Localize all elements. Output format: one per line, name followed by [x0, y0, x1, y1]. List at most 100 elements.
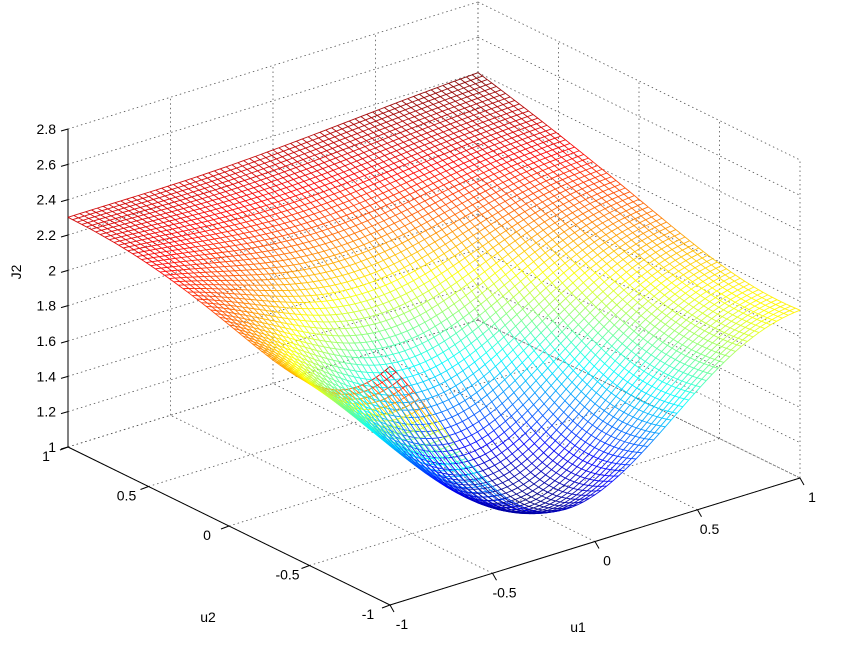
surface-mesh-line	[384, 337, 390, 339]
surface-mesh-line	[605, 470, 611, 476]
surface-mesh-line	[289, 258, 295, 259]
surface-mesh-line	[103, 205, 109, 207]
surface-mesh-line	[215, 188, 221, 190]
surface-mesh-line	[373, 216, 379, 219]
surface-mesh-line	[480, 85, 486, 87]
surface-mesh-line	[460, 389, 466, 393]
surface-mesh-line	[584, 362, 590, 369]
surface-mesh-line	[343, 305, 349, 306]
surface-mesh-line	[761, 300, 767, 303]
surface-mesh-line	[581, 298, 587, 304]
surface-mesh-line	[595, 348, 601, 355]
surface-mesh-line	[570, 475, 576, 480]
surface-mesh-line	[455, 177, 461, 180]
surface-mesh-line	[574, 202, 580, 205]
surface-mesh-line	[162, 226, 168, 227]
surface-mesh-line	[553, 169, 559, 171]
surface-mesh-line	[552, 490, 558, 494]
surface-mesh-line	[670, 260, 676, 264]
surface-mesh-line	[308, 214, 314, 216]
surface-mesh-line	[624, 361, 630, 368]
surface-mesh-line	[512, 223, 518, 227]
surface-mesh-line	[293, 264, 299, 265]
surface-mesh-line	[626, 240, 632, 244]
surface-mesh-line	[503, 291, 509, 296]
surface-mesh-line	[628, 444, 634, 451]
surface-mesh-line	[674, 362, 680, 368]
surface-mesh-line	[559, 401, 565, 408]
surface-mesh-line	[571, 217, 577, 220]
surface-mesh-line	[675, 389, 681, 396]
surface-mesh-line	[367, 299, 373, 301]
surface-mesh-line	[435, 200, 441, 203]
surface-mesh-line	[343, 236, 349, 238]
surface-mesh-line	[379, 155, 385, 157]
surface-mesh-line	[616, 431, 622, 438]
surface-mesh-line	[237, 166, 243, 168]
surface-mesh-line	[176, 236, 182, 237]
surface-mesh-line	[476, 438, 482, 441]
surface-mesh-line	[730, 323, 736, 327]
surface-mesh-line	[529, 157, 535, 159]
surface-mesh-line	[514, 246, 520, 250]
surface-mesh-line	[648, 407, 654, 414]
surface-mesh-line	[520, 468, 526, 472]
surface-mesh-line	[495, 415, 501, 420]
surface-mesh-line	[112, 230, 118, 232]
surface-mesh-line	[543, 356, 549, 362]
surface-mesh-line	[439, 126, 445, 128]
surface-mesh-line	[358, 245, 364, 247]
surface-mesh-line	[641, 213, 647, 216]
surface-mesh-line	[413, 325, 419, 328]
surface-mesh-line	[142, 218, 148, 220]
surface-mesh-line	[292, 213, 298, 215]
surface-mesh-line	[580, 442, 586, 449]
surface-mesh-line	[675, 233, 681, 236]
surface-mesh-line	[413, 374, 419, 376]
surface-mesh-line	[630, 244, 636, 248]
surface-mesh-line	[255, 154, 261, 156]
surface-mesh-line	[211, 204, 217, 206]
surface-mesh-line	[269, 244, 275, 245]
surface-mesh-line	[477, 246, 483, 250]
surface-mesh-line	[260, 158, 266, 160]
surface-mesh-line	[584, 238, 590, 242]
surface-mesh-line	[258, 217, 264, 219]
surface-mesh-line	[509, 126, 515, 128]
surface-mesh-line	[234, 223, 240, 224]
surface-mesh-line	[506, 166, 512, 169]
surface-mesh-line	[363, 156, 369, 158]
surface-mesh-line	[651, 417, 657, 424]
surface-mesh-line	[544, 304, 550, 310]
surface-mesh-line	[488, 124, 494, 126]
surface-mesh-line	[457, 141, 463, 143]
surface-mesh-line	[601, 173, 607, 175]
surface-mesh-line	[649, 227, 655, 230]
surface-mesh-line	[597, 223, 603, 226]
surface-mesh-line	[411, 220, 417, 223]
surface-mesh-line	[660, 393, 666, 400]
surface-mesh-line	[467, 332, 473, 337]
surface-mesh-line	[467, 374, 473, 378]
surface-mesh-line	[99, 218, 105, 220]
surface-mesh-line	[508, 297, 514, 302]
surface-mesh-line	[359, 175, 365, 177]
surface-mesh-line	[514, 473, 520, 477]
surface-mesh-line	[750, 325, 756, 329]
surface-mesh-line	[390, 289, 396, 292]
surface-mesh-line	[68, 215, 74, 217]
surface-mesh-line	[478, 322, 484, 327]
surface-mesh-line	[524, 247, 530, 251]
surface-mesh-line	[406, 102, 412, 104]
surface-mesh-line	[355, 117, 361, 119]
surface-mesh-line	[520, 381, 526, 387]
surface-mesh-line	[559, 167, 565, 169]
surface-mesh-line	[174, 200, 180, 202]
surface-mesh-line	[597, 191, 603, 194]
surface-mesh-line	[492, 253, 498, 257]
surface-mesh-line	[175, 218, 181, 219]
surface-mesh-line	[429, 119, 435, 121]
surface-mesh-line	[518, 351, 524, 357]
surface-mesh-line	[466, 178, 472, 181]
surface-mesh-line	[375, 357, 381, 358]
